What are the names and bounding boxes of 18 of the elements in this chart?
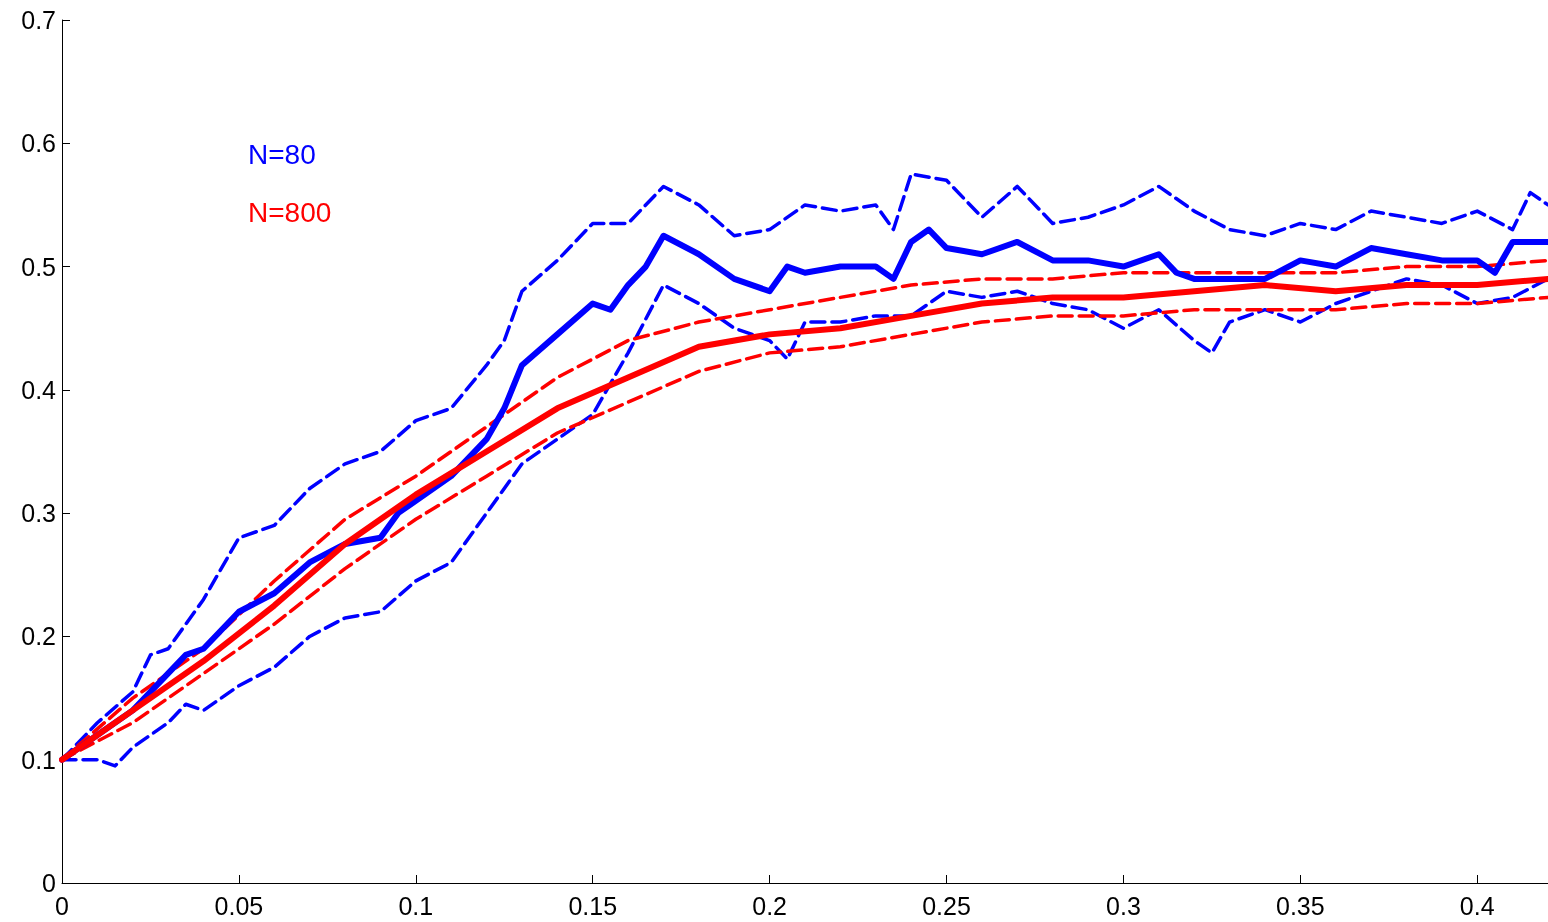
y-tick-label: 0.5	[21, 252, 56, 281]
x-tick-label: 0.15	[568, 891, 618, 920]
y-tick-label: 0	[42, 869, 56, 897]
x-tick-label: 0.05	[214, 891, 264, 920]
x-tick-label: 0.3	[1106, 891, 1141, 920]
x-tick-label: 0.4	[1459, 891, 1495, 920]
x-tick-label: 0.2	[752, 891, 787, 920]
y-tick-label: 0.6	[21, 129, 56, 158]
y-tick-label: 0.2	[21, 622, 56, 651]
y-tick-label: 0.3	[21, 499, 56, 528]
x-tick-label: 0.25	[922, 891, 971, 920]
text: N=800	[248, 196, 332, 228]
text: N=80	[248, 138, 316, 170]
y-tick-label: 0.4	[21, 375, 57, 404]
x-tick-label: 0.35	[1276, 891, 1325, 920]
y-tick-label: 0.7	[21, 6, 56, 34]
y-tick-label: 0.1	[21, 745, 56, 774]
x-tick-label: 0.1	[398, 891, 434, 920]
